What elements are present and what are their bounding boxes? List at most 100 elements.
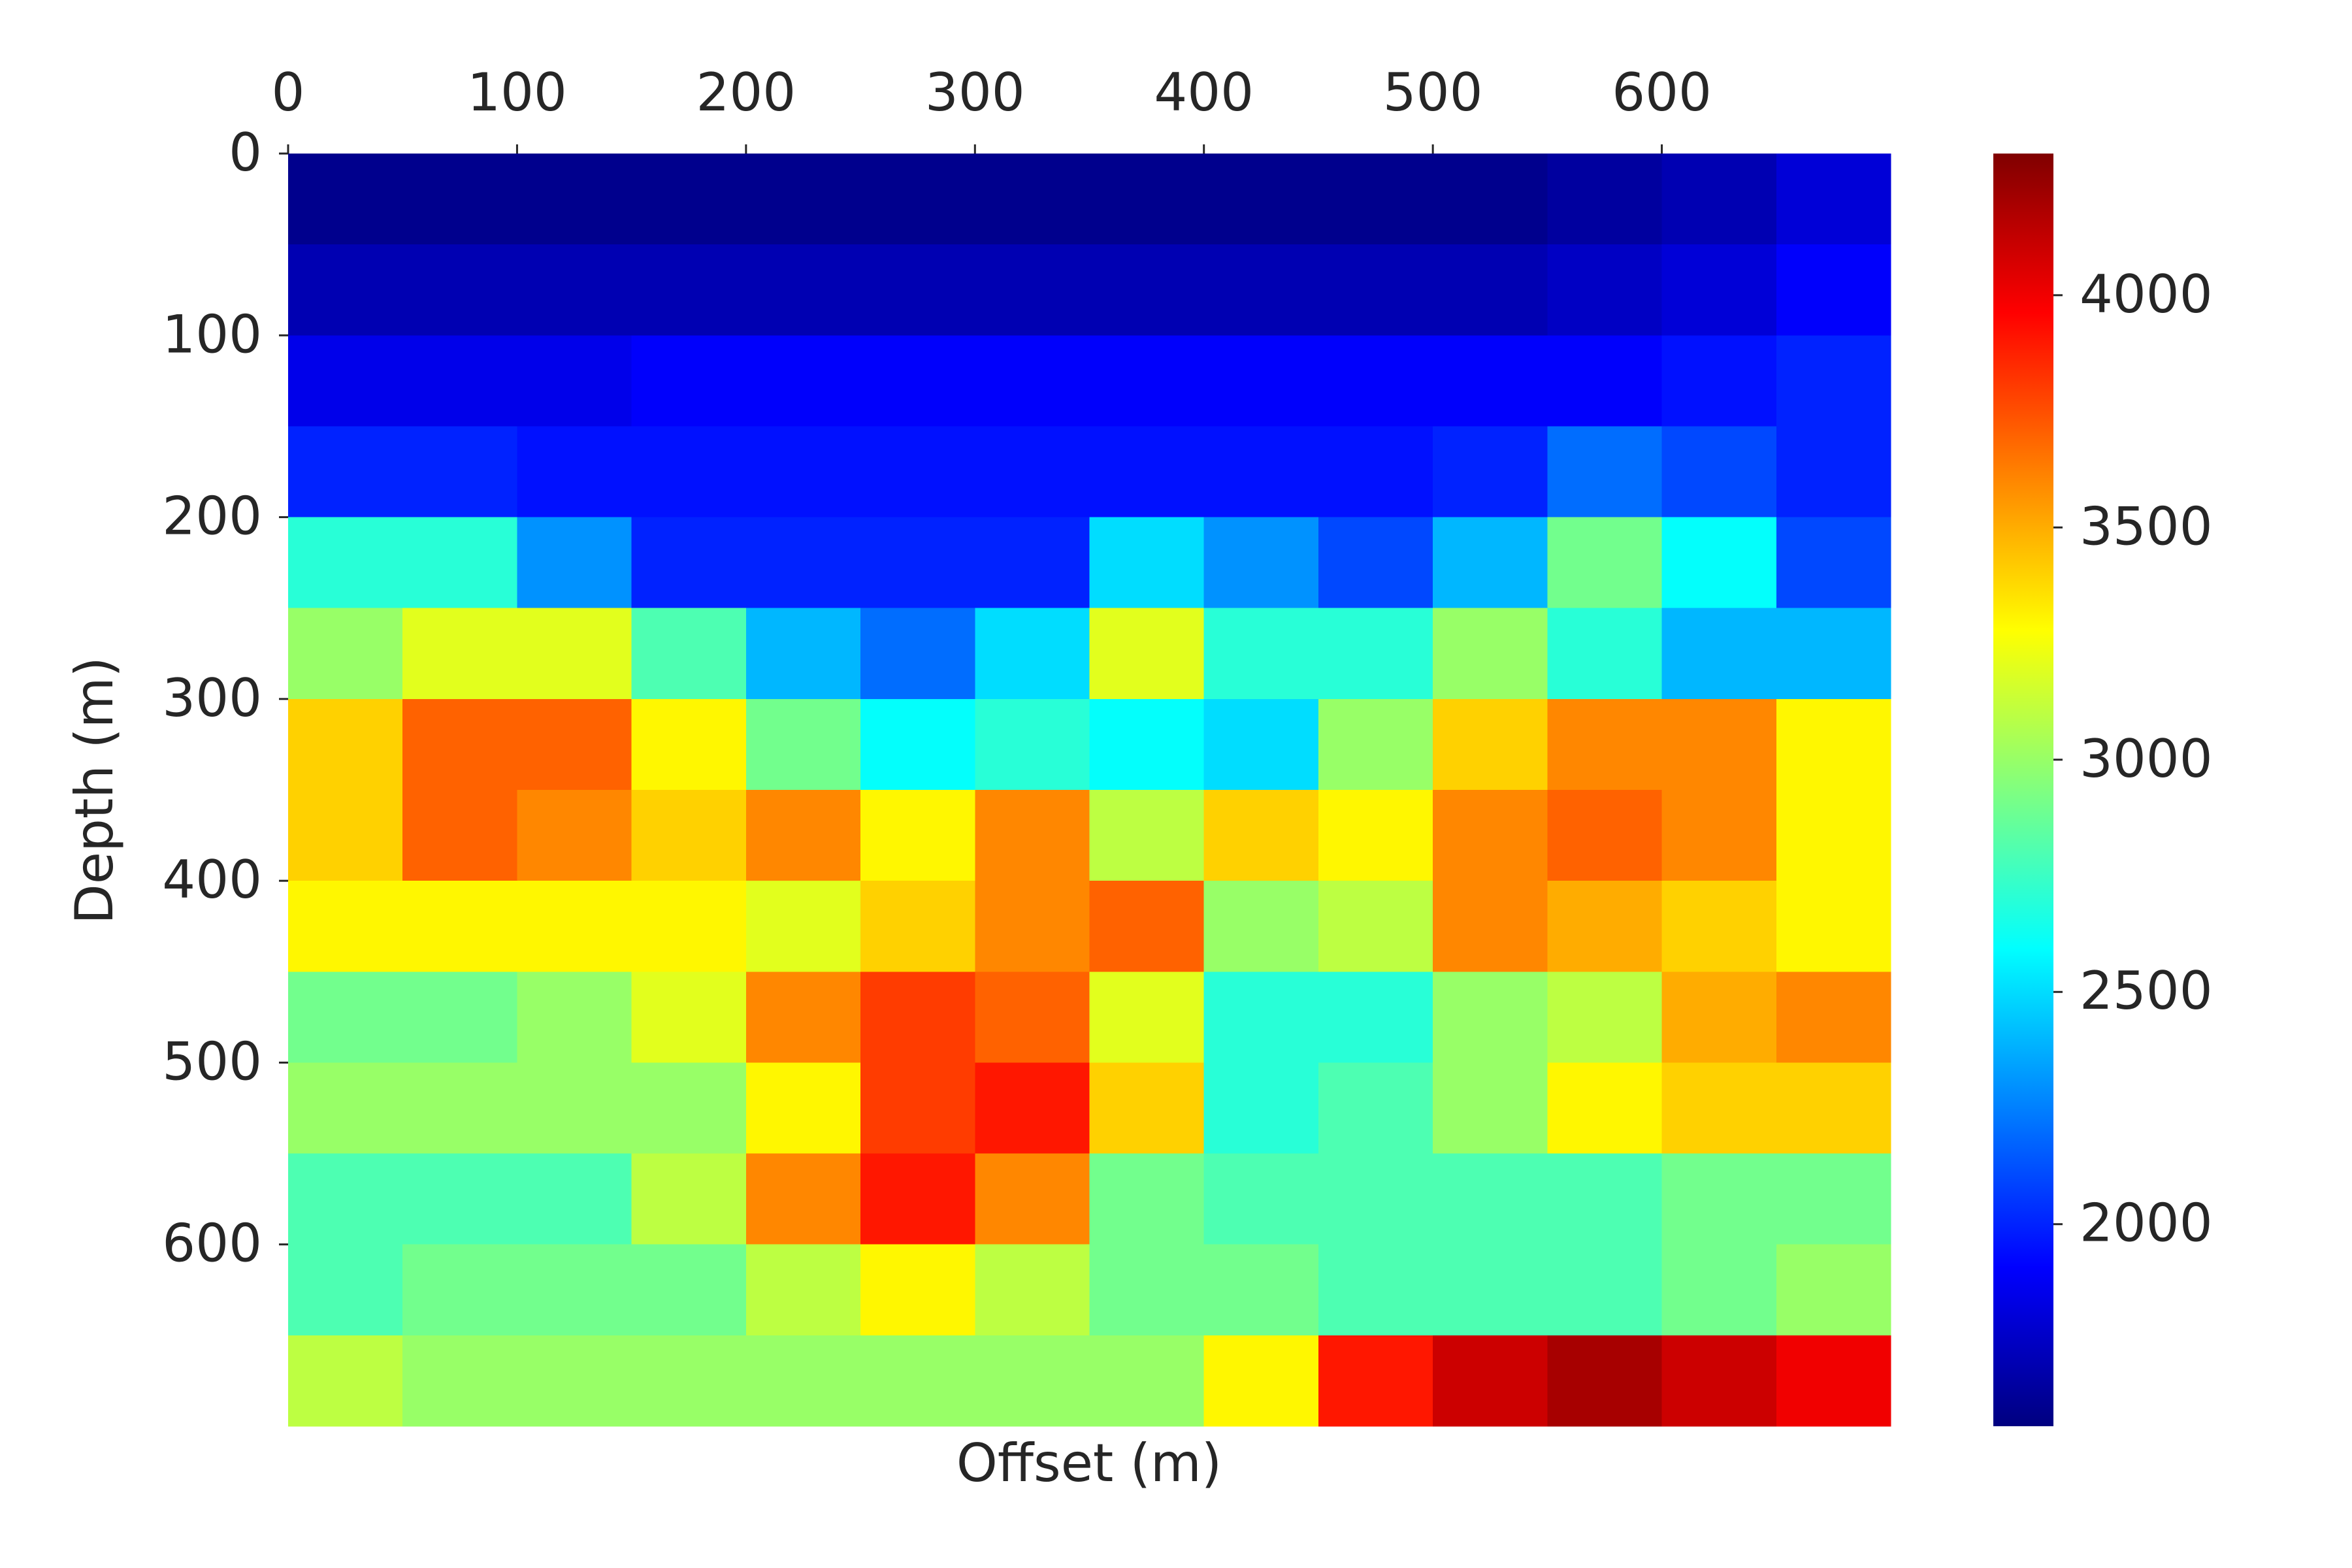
heatmap-cell — [1318, 790, 1433, 881]
heatmap-cell — [288, 1062, 403, 1154]
heatmap-cell — [1547, 1153, 1663, 1245]
heatmap-cell — [975, 608, 1090, 700]
y-tick-label: 300 — [162, 668, 262, 728]
heatmap-cell — [1776, 972, 1891, 1063]
heatmap-cell — [1776, 1244, 1891, 1336]
heatmap-cell — [517, 1153, 632, 1245]
colorbar-tick-label: 3000 — [2080, 728, 2213, 789]
heatmap-cell — [1547, 244, 1663, 336]
heatmap-cell — [402, 426, 517, 518]
heatmap-cell — [1203, 154, 1319, 245]
heatmap-cell — [1203, 881, 1319, 972]
heatmap-cell — [745, 1062, 861, 1154]
heatmap-cell — [860, 426, 975, 518]
heatmap-cell — [1433, 335, 1548, 427]
heatmap-cell — [1661, 335, 1777, 427]
heatmap-cell — [975, 790, 1090, 881]
heatmap-cell — [1547, 426, 1663, 518]
heatmap-cell — [745, 335, 861, 427]
heatmap-cell — [1661, 881, 1777, 972]
heatmap-cell — [1203, 790, 1319, 881]
heatmap-cell — [1776, 1153, 1891, 1245]
heatmap-cell — [1661, 426, 1777, 518]
heatmap-cell — [288, 517, 403, 609]
heatmap-cell — [860, 517, 975, 609]
heatmap-cell — [1318, 881, 1433, 972]
heatmap-cell — [860, 698, 975, 791]
heatmap-cell — [631, 335, 747, 427]
heatmap-cell — [402, 154, 517, 245]
heatmap-cell — [631, 1244, 747, 1336]
x-tick-label: 0 — [272, 62, 305, 123]
x-tick-label: 100 — [467, 62, 567, 123]
heatmap-cell — [860, 1244, 975, 1336]
heatmap-cell — [517, 154, 632, 245]
heatmap-cell — [631, 154, 747, 245]
heatmap-cell — [517, 698, 632, 791]
heatmap-cell — [1776, 154, 1891, 245]
x-tick-label: 400 — [1154, 62, 1254, 123]
heatmap-cell — [631, 1335, 747, 1427]
heatmap-cell — [1433, 972, 1548, 1063]
heatmap-cell — [517, 608, 632, 700]
heatmap-cell — [1433, 881, 1548, 972]
heatmap-cell — [745, 154, 861, 245]
heatmap-cell — [402, 335, 517, 427]
heatmap-cell — [975, 335, 1090, 427]
colorbar — [1993, 154, 2053, 1426]
heatmap-cell — [1661, 972, 1777, 1063]
x-axis-label: Offset (m) — [956, 1433, 1222, 1494]
heatmap-cell — [1433, 608, 1548, 700]
heatmap-cell — [745, 608, 861, 700]
heatmap-cell — [860, 335, 975, 427]
heatmap-cell — [745, 972, 861, 1063]
heatmap-cell — [1089, 608, 1205, 700]
heatmap-cell — [517, 972, 632, 1063]
heatmap-cell — [1776, 790, 1891, 881]
heatmap-cell — [860, 1062, 975, 1154]
heatmap-cell — [745, 1244, 861, 1336]
heatmap-cell — [745, 1153, 861, 1245]
heatmap-cell — [1089, 517, 1205, 609]
heatmap-cell — [1547, 698, 1663, 791]
heatmap-cell — [288, 608, 403, 700]
heatmap-cell — [1433, 1062, 1548, 1154]
heatmap-cell — [1318, 608, 1433, 700]
heatmap-cell — [1661, 608, 1777, 700]
heatmap-cell — [1547, 154, 1663, 245]
heatmap-cell — [1089, 154, 1205, 245]
heatmap-cell — [1089, 698, 1205, 791]
heatmap-cell — [1776, 698, 1891, 791]
heatmap-cell — [1661, 1153, 1777, 1245]
heatmap-cell — [1776, 335, 1891, 427]
colorbar-tick-label: 4000 — [2080, 264, 2213, 325]
heatmap-cell — [1318, 972, 1433, 1063]
heatmap-cell — [860, 790, 975, 881]
heatmap-cell — [1547, 1244, 1663, 1336]
heatmap-cell — [1776, 244, 1891, 336]
heatmap-cell — [631, 608, 747, 700]
heatmap-cell — [1203, 1153, 1319, 1245]
heatmap-cell — [745, 790, 861, 881]
heatmap-cell — [1203, 335, 1319, 427]
heatmap-cell — [288, 1244, 403, 1336]
heatmap-cell — [1318, 1335, 1433, 1427]
heatmap-cell — [517, 517, 632, 609]
heatmap-cell — [1433, 1244, 1548, 1336]
heatmap-cell — [1318, 698, 1433, 791]
heatmap-cell — [1089, 426, 1205, 518]
heatmap-cell — [1318, 335, 1433, 427]
heatmap-cell — [860, 608, 975, 700]
heatmap-cell — [631, 790, 747, 881]
heatmap-cell — [517, 881, 632, 972]
heatmap-cell — [975, 1153, 1090, 1245]
heatmap-cell — [288, 790, 403, 881]
heatmap-cell — [975, 154, 1090, 245]
heatmap-cell — [517, 790, 632, 881]
heatmap-cell — [288, 426, 403, 518]
heatmap-cell — [402, 881, 517, 972]
heatmap-cell — [1318, 154, 1433, 245]
heatmap-cell — [288, 244, 403, 336]
heatmap-cell — [402, 517, 517, 609]
